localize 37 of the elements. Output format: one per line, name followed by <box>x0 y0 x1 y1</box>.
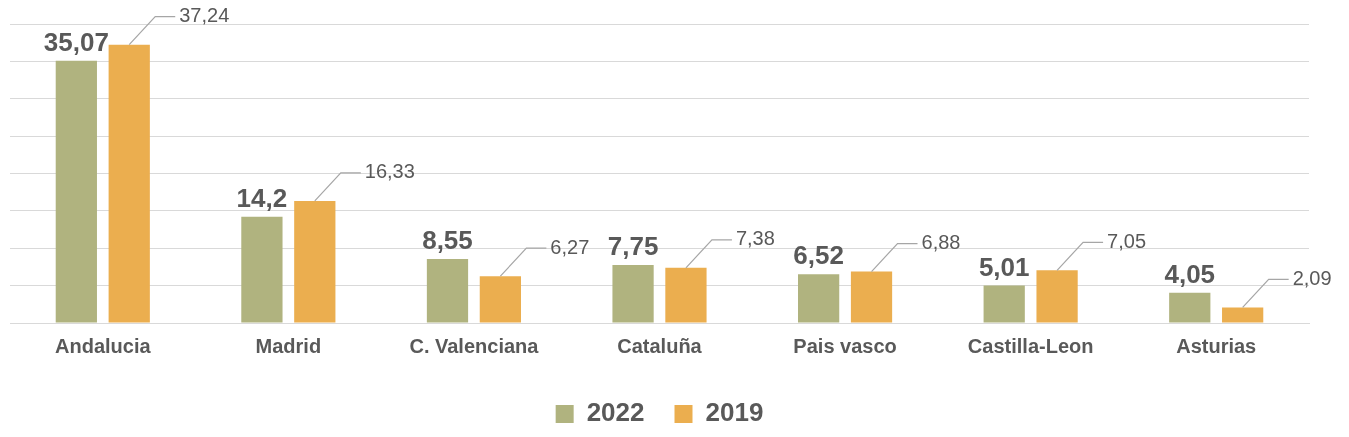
data-label: 6,88 <box>921 231 961 254</box>
data-label: 7,05 <box>1107 229 1147 252</box>
x-tick-label: Madrid <box>255 334 322 357</box>
bar <box>612 265 654 323</box>
bar <box>983 285 1025 323</box>
data-label: 8,55 <box>422 225 473 256</box>
bar <box>665 267 707 323</box>
data-label: 6,52 <box>793 240 844 271</box>
legend-label: 2022 <box>586 397 645 428</box>
data-label: 37,24 <box>179 4 230 27</box>
bar <box>798 274 840 323</box>
x-tick-label: Asturias <box>1176 334 1257 357</box>
x-tick-label: Castilla-Leon <box>967 334 1094 357</box>
x-tick-label: Andalucia <box>55 334 152 357</box>
data-label: 6,27 <box>550 235 590 258</box>
data-label: 2,09 <box>1292 266 1332 289</box>
bar <box>479 276 521 323</box>
data-label: 5,01 <box>978 251 1030 282</box>
data-label: 35,07 <box>43 27 109 58</box>
legend-label: 2019 <box>705 397 764 428</box>
x-tick-label: Pais vasco <box>793 334 897 357</box>
data-label: 7,38 <box>735 227 775 250</box>
x-tick-label: C. Valenciana <box>409 334 540 357</box>
bar <box>294 200 336 323</box>
bar <box>426 259 469 323</box>
data-label: 14,2 <box>236 183 288 214</box>
bar <box>1222 307 1264 323</box>
data-label: 4,05 <box>1164 258 1216 289</box>
bar <box>850 271 893 323</box>
bar <box>108 44 150 323</box>
bar <box>1036 270 1078 323</box>
bar <box>1169 292 1211 323</box>
data-label: 16,33 <box>364 160 415 183</box>
bar <box>241 216 283 323</box>
bar <box>55 60 97 323</box>
data-label: 7,75 <box>607 231 659 262</box>
x-tick-label: Cataluña <box>617 334 703 357</box>
